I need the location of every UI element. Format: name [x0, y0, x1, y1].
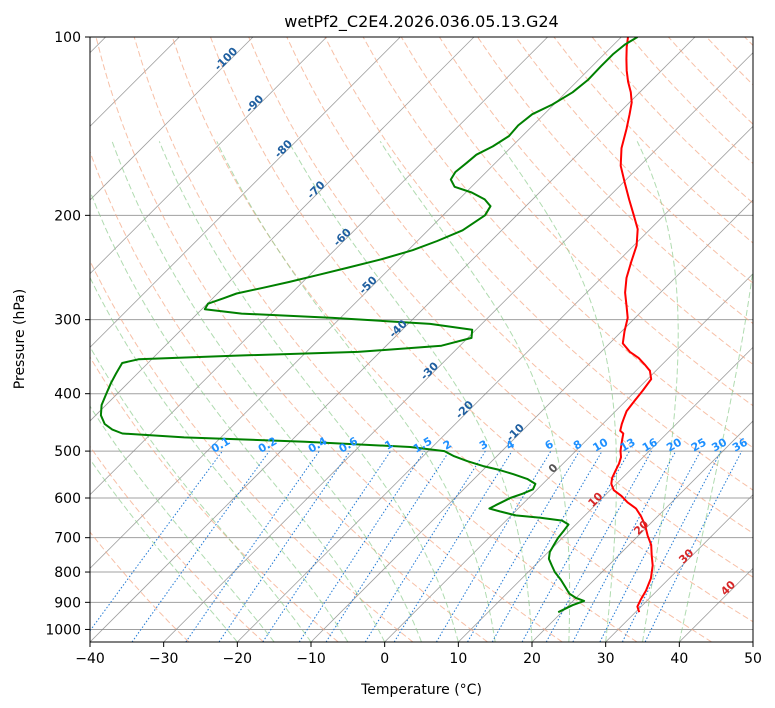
moist-adiabat-line: [111, 141, 422, 642]
mixing-ratio-line: [131, 450, 270, 642]
background-lines: [90, 37, 753, 642]
moist-adiabat-line: [379, 141, 571, 642]
y-tick-label: 600: [54, 491, 81, 507]
mixing-ratio-line: [90, 450, 223, 632]
mixing-ratio-line: [218, 450, 351, 642]
y-tick-label: 400: [54, 387, 81, 403]
dry-adiabat-line: [171, 37, 712, 642]
isotherm-line: [384, 273, 753, 642]
moist-adiabat-line: [216, 141, 496, 642]
dry-adiabat-line: [210, 37, 753, 623]
isotherm-line: [458, 346, 753, 642]
x-tick-label: 0: [380, 651, 389, 667]
isotherm-line: [237, 125, 753, 642]
moist-adiabat-line: [636, 141, 679, 642]
dry-adiabat-line: [515, 37, 753, 284]
mixing-ratio-line: [185, 450, 320, 642]
dry-adiabat-line: [90, 531, 190, 642]
mixing-ratio-line: [435, 450, 552, 642]
x-tick-label: −20: [223, 651, 253, 667]
mixing-ratio-line: [325, 450, 450, 642]
moist-adiabat-line: [497, 141, 617, 642]
dewpoint-line: [99, 37, 639, 614]
dry-adiabat-line: [286, 37, 753, 534]
y-tick-label: 700: [54, 531, 81, 547]
x-tick-label: −10: [296, 651, 326, 667]
profile-lines: [99, 37, 654, 614]
x-tick-label: −40: [75, 651, 105, 667]
x-tick-label: 10: [449, 651, 467, 667]
isotherm-line: [605, 494, 753, 642]
isotherm-line: [90, 37, 327, 275]
isotherm-line: [90, 37, 401, 348]
dry-adiabat-line: [248, 37, 753, 578]
mixing-ratio-line: [572, 450, 677, 642]
dry-adiabat-line: [400, 37, 753, 407]
plot-frame: [89, 36, 754, 643]
mixing-ratio-line: [393, 450, 513, 642]
plot-background: [90, 37, 753, 642]
y-tick-label: 1000: [45, 622, 81, 638]
dry-adiabat-line: [90, 259, 414, 642]
mixing-ratio-line: [364, 450, 486, 642]
isotherm-line: [90, 37, 548, 496]
x-axis-title: Temperature (°C): [360, 682, 482, 698]
y-tick-label: 100: [54, 30, 81, 46]
moist-adiabat-line: [678, 265, 753, 642]
moist-adiabat-line: [90, 345, 312, 642]
temperature-line: [610, 37, 654, 613]
y-tick-label: 300: [54, 313, 81, 329]
mixing-ratio-line: [545, 450, 653, 642]
mixing-ratio-line: [621, 450, 722, 642]
isotherm-line: [90, 37, 622, 569]
dry-adiabat-line: [90, 150, 488, 642]
mixing-ratio-line: [521, 450, 630, 642]
y-tick-label: 800: [54, 565, 81, 581]
axes: −40 −30 −20 −10 0 10 20 30 40 50 100 200 300 400 500 60…: [45, 30, 762, 667]
y-axis-title: Pressure (hPa): [12, 289, 28, 389]
x-tick-label: 50: [744, 651, 762, 667]
chart-title: wetPf2_C2E4.2026.036.05.13.G24: [284, 12, 558, 32]
x-tick-label: −30: [149, 651, 179, 667]
isotherm-line: [531, 420, 753, 642]
y-tick-label: 900: [54, 595, 81, 611]
isotherm-line: [90, 37, 475, 422]
x-tick-label: 20: [523, 651, 541, 667]
y-tick-label: 500: [54, 444, 81, 460]
moist-adiabat-line: [90, 276, 349, 642]
mixing-ratio-line: [262, 450, 392, 642]
mixing-ratio-line: [599, 450, 701, 642]
dry-adiabat-line: [133, 37, 638, 642]
y-tick-label: 200: [54, 208, 81, 224]
isotherm-line: [90, 37, 254, 201]
dry-adiabat-line: [90, 445, 264, 642]
x-tick-label: 30: [597, 651, 615, 667]
x-tick-label: 40: [670, 651, 688, 667]
mixing-ratio-line: [298, 450, 425, 642]
mixing-ratio-line: [644, 450, 743, 642]
dry-adiabat-line: [438, 37, 753, 366]
dry-adiabat-line: [95, 37, 563, 642]
